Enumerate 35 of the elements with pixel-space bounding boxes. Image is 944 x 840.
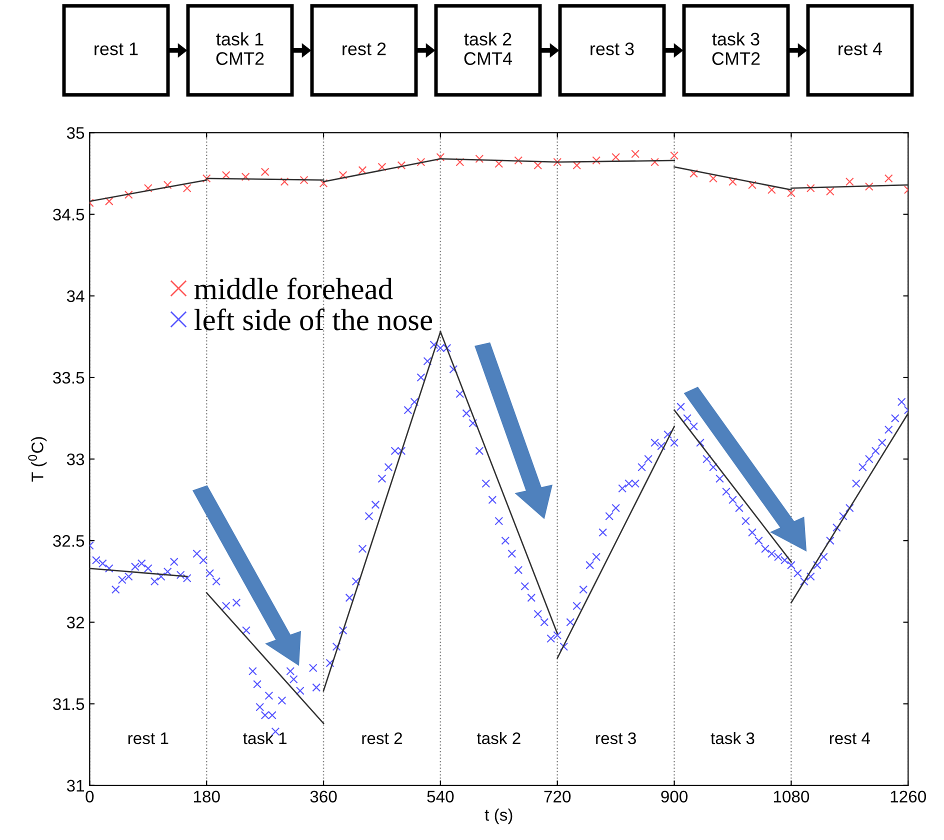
- y-axis-title: T ($^{0}$C): [28, 437, 47, 482]
- text: rest 3: [590, 42, 634, 56]
- text: task 2 CMT4: [464, 32, 512, 65]
- annotation: rest 3: [596, 732, 636, 744]
- y-tick-label: 33.5: [53, 372, 84, 384]
- legend-label: left side of the nose: [194, 308, 432, 330]
- x-tick-label: 360: [310, 790, 337, 803]
- x-tick-label: 1260: [890, 790, 926, 803]
- y-tick-label: 34: [66, 290, 84, 302]
- y-tick-label: 31: [66, 780, 84, 792]
- text: task 1 CMT2: [216, 32, 264, 65]
- y-tick-label: 34.5: [53, 208, 84, 221]
- y-tick-label: 33: [66, 453, 84, 466]
- y-tick-label: 35: [66, 127, 84, 139]
- x-axis-title: t (s): [484, 808, 512, 824]
- y-tick-label: 32.5: [53, 535, 84, 547]
- y-tick-label: 32: [66, 616, 84, 628]
- annotation: task 2: [476, 732, 520, 744]
- annotation: rest 4: [830, 732, 870, 744]
- text: rest 4: [838, 42, 882, 56]
- x-tick-label: 900: [661, 790, 688, 803]
- x-tick-label: 0: [86, 790, 94, 803]
- text: rest 1: [94, 42, 138, 56]
- x-tick-label: 180: [194, 790, 220, 803]
- text: task 3 CMT2: [712, 32, 760, 65]
- x-tick-label: 1080: [774, 790, 810, 803]
- annotation: task 3: [710, 732, 754, 744]
- annotation: task 1: [243, 732, 286, 744]
- text: rest 2: [342, 42, 386, 56]
- annotation: rest 2: [362, 732, 402, 744]
- legend-label: middle forehead: [194, 278, 393, 300]
- y-tick-label: 31.5: [53, 698, 84, 710]
- annotation: rest 1: [128, 732, 168, 744]
- x-tick-label: 720: [544, 790, 571, 803]
- x-tick-label: 540: [427, 790, 454, 803]
